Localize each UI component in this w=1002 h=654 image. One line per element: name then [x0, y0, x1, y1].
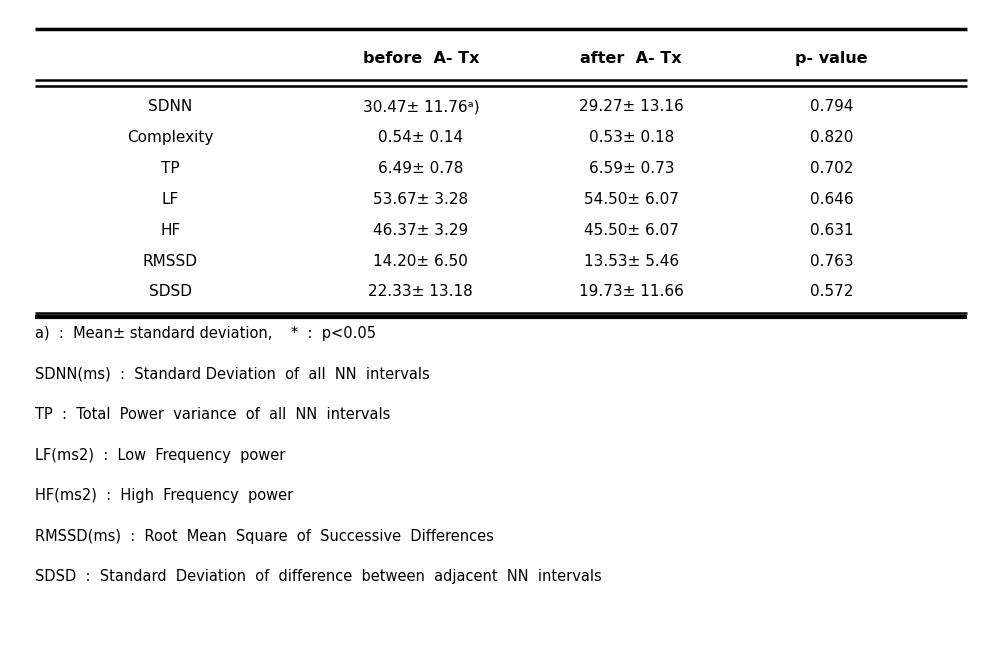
Text: 0.572: 0.572 — [810, 284, 854, 300]
Text: 29.27± 13.16: 29.27± 13.16 — [579, 99, 683, 114]
Text: SDNN(ms)  :  Standard Deviation  of  all  NN  intervals: SDNN(ms) : Standard Deviation of all NN … — [35, 367, 430, 381]
Text: 0.820: 0.820 — [810, 130, 854, 145]
Text: 6.49± 0.78: 6.49± 0.78 — [378, 161, 464, 176]
Text: RMSSD: RMSSD — [143, 254, 197, 269]
Text: SDSD: SDSD — [149, 284, 191, 300]
Text: 53.67± 3.28: 53.67± 3.28 — [374, 192, 468, 207]
Text: 0.53± 0.18: 0.53± 0.18 — [588, 130, 674, 145]
Text: 0.794: 0.794 — [810, 99, 854, 114]
Text: TP  :  Total  Power  variance  of  all  NN  intervals: TP : Total Power variance of all NN inte… — [35, 407, 391, 422]
Text: 6.59± 0.73: 6.59± 0.73 — [588, 161, 674, 176]
Text: 45.50± 6.07: 45.50± 6.07 — [584, 223, 678, 238]
Text: 0.54± 0.14: 0.54± 0.14 — [379, 130, 463, 145]
Text: 0.763: 0.763 — [810, 254, 854, 269]
Text: p- value: p- value — [796, 52, 868, 66]
Text: 22.33± 13.18: 22.33± 13.18 — [369, 284, 473, 300]
Text: LF: LF — [161, 192, 179, 207]
Text: after  A- Tx: after A- Tx — [580, 52, 682, 66]
Text: 0.702: 0.702 — [810, 161, 854, 176]
Text: HF(ms2)  :  High  Frequency  power: HF(ms2) : High Frequency power — [35, 489, 294, 503]
Text: 14.20± 6.50: 14.20± 6.50 — [374, 254, 468, 269]
Text: RMSSD(ms)  :  Root  Mean  Square  of  Successive  Differences: RMSSD(ms) : Root Mean Square of Successi… — [35, 529, 494, 543]
Text: LF(ms2)  :  Low  Frequency  power: LF(ms2) : Low Frequency power — [35, 448, 286, 462]
Text: HF: HF — [160, 223, 180, 238]
Text: 0.646: 0.646 — [810, 192, 854, 207]
Text: 30.47± 11.76ᵃ): 30.47± 11.76ᵃ) — [363, 99, 479, 114]
Text: 0.631: 0.631 — [810, 223, 854, 238]
Text: SDSD  :  Standard  Deviation  of  difference  between  adjacent  NN  intervals: SDSD : Standard Deviation of difference … — [35, 570, 602, 584]
Text: 19.73± 11.66: 19.73± 11.66 — [579, 284, 683, 300]
Text: a)  :  Mean± standard deviation,    *  :  p<0.05: a) : Mean± standard deviation, * : p<0.0… — [35, 326, 376, 341]
Text: 13.53± 5.46: 13.53± 5.46 — [584, 254, 678, 269]
Text: 54.50± 6.07: 54.50± 6.07 — [584, 192, 678, 207]
Text: before  A- Tx: before A- Tx — [363, 52, 479, 66]
Text: Complexity: Complexity — [127, 130, 213, 145]
Text: 46.37± 3.29: 46.37± 3.29 — [373, 223, 469, 238]
Text: SDNN: SDNN — [148, 99, 192, 114]
Text: TP: TP — [161, 161, 179, 176]
